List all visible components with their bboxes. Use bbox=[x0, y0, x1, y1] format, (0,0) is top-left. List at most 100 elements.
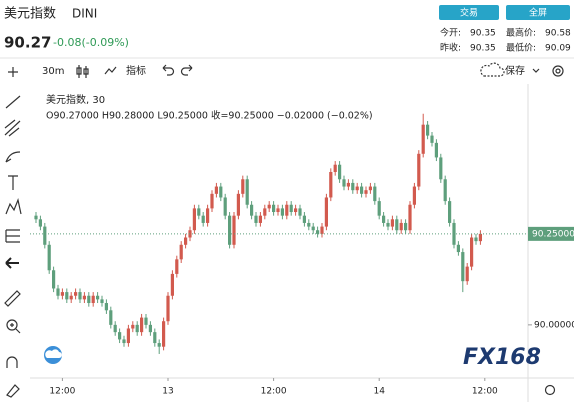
candle-body bbox=[254, 215, 258, 223]
stat-value: 90.09 bbox=[545, 44, 571, 54]
x-tick-label: 12:00 bbox=[472, 387, 498, 397]
candle-body bbox=[219, 186, 223, 198]
candle-body bbox=[351, 182, 355, 191]
candle-body bbox=[175, 259, 179, 274]
price-change: -0.08(-0.09%) bbox=[53, 36, 129, 49]
back-arrow[interactable] bbox=[5, 257, 19, 269]
stat-value: 90.35 bbox=[470, 29, 496, 39]
candle-body bbox=[426, 124, 430, 136]
trade-button-label[interactable]: 交易 bbox=[460, 7, 478, 19]
candle-body bbox=[294, 208, 298, 213]
stat-label: 最高价: bbox=[506, 27, 536, 39]
fullscreen-button[interactable] bbox=[506, 5, 570, 20]
cloud-icon[interactable] bbox=[480, 62, 505, 77]
candle-body bbox=[179, 244, 183, 260]
candle-body bbox=[346, 182, 350, 187]
candle-body bbox=[140, 317, 144, 333]
crosshair-tool[interactable] bbox=[8, 67, 18, 77]
candle-body bbox=[298, 208, 302, 216]
undo-button[interactable] bbox=[162, 64, 175, 76]
chart-style-button[interactable] bbox=[76, 65, 89, 78]
save-dropdown[interactable] bbox=[532, 68, 540, 73]
stat-label: 最低价: bbox=[506, 42, 536, 54]
trend-line-tool[interactable] bbox=[5, 95, 21, 109]
candle-body bbox=[373, 186, 377, 202]
candle-body bbox=[320, 226, 324, 234]
candle-body bbox=[118, 332, 122, 340]
stat-value: 90.35 bbox=[470, 44, 496, 54]
legend-ohlc: O90.27000 H90.28000 L90.25000 收=90.25000… bbox=[46, 110, 373, 122]
indicator-icon[interactable] bbox=[104, 66, 117, 75]
instrument-name: 美元指数 bbox=[4, 7, 56, 22]
settings-button[interactable] bbox=[552, 65, 564, 77]
plot-area: 90.00000 12:00 13 12:00 14 12:00 90.25000 bbox=[30, 113, 574, 397]
candle-body bbox=[210, 193, 214, 209]
candle-body bbox=[250, 204, 254, 216]
candle-body bbox=[338, 164, 342, 180]
interval-selector[interactable]: 30m bbox=[42, 66, 64, 77]
candle-body bbox=[263, 208, 267, 216]
legend-title: 美元指数, 30 bbox=[46, 93, 105, 106]
candle-body bbox=[206, 208, 210, 223]
candle-body bbox=[47, 244, 51, 271]
candle-body bbox=[135, 324, 139, 333]
pattern-tool[interactable] bbox=[5, 197, 22, 215]
candle-body bbox=[333, 164, 337, 172]
candle-body bbox=[236, 193, 240, 216]
candle-body bbox=[223, 197, 227, 216]
candle-body bbox=[166, 295, 170, 322]
fullscreen-button-label[interactable]: 全屏 bbox=[529, 7, 547, 19]
fib-tool[interactable] bbox=[5, 229, 20, 243]
pitchfork-tool[interactable] bbox=[4, 119, 21, 137]
candle-body bbox=[214, 186, 218, 194]
trade-button[interactable] bbox=[439, 5, 499, 20]
redo-button[interactable] bbox=[180, 64, 193, 76]
candle-body bbox=[395, 219, 399, 231]
candle-body bbox=[228, 215, 232, 245]
x-tick-label: 14 bbox=[373, 387, 385, 397]
candle-body bbox=[470, 237, 474, 267]
candle-body bbox=[170, 273, 174, 296]
candle-body bbox=[404, 222, 408, 231]
brush-tool[interactable] bbox=[5, 151, 21, 163]
candle-body bbox=[148, 324, 152, 333]
y-tick-label: 90.00000 bbox=[534, 320, 574, 330]
candle-body bbox=[258, 215, 262, 223]
candle-body bbox=[60, 292, 64, 296]
x-tick-label: 12:00 bbox=[49, 387, 75, 397]
indicator-button[interactable]: 指标 bbox=[126, 64, 146, 77]
candle-body bbox=[324, 197, 328, 227]
lock-tool[interactable] bbox=[6, 384, 20, 398]
save-button[interactable]: 保存 bbox=[505, 64, 525, 77]
candle-body bbox=[399, 222, 403, 231]
axis-settings[interactable] bbox=[544, 384, 556, 396]
candle-body bbox=[368, 186, 372, 191]
candle-body bbox=[104, 303, 108, 311]
candle-body bbox=[474, 237, 478, 242]
candle-body bbox=[87, 295, 91, 304]
candle-body bbox=[245, 179, 249, 205]
candle-body bbox=[478, 233, 482, 242]
candle-body bbox=[285, 204, 289, 216]
candle-body bbox=[131, 324, 135, 329]
candle-body bbox=[184, 237, 188, 245]
candle-body bbox=[386, 222, 390, 227]
candle-body bbox=[56, 288, 60, 296]
stat-label: 今开: bbox=[440, 27, 461, 39]
watermark: FX168 bbox=[463, 345, 541, 370]
last-price-label: 90.25000 bbox=[532, 229, 574, 239]
candle-body bbox=[126, 328, 130, 344]
stat-label: 昨收: bbox=[440, 42, 461, 54]
zoom-tool[interactable] bbox=[6, 319, 18, 331]
candle-body bbox=[307, 222, 311, 227]
ruler-tool[interactable] bbox=[4, 290, 21, 307]
text-tool[interactable] bbox=[8, 175, 18, 190]
x-tick-label: 13 bbox=[162, 387, 173, 397]
candle-body bbox=[43, 226, 47, 245]
magnet-tool[interactable] bbox=[6, 356, 18, 368]
candle-body bbox=[289, 204, 293, 213]
candle-body bbox=[91, 295, 95, 304]
candle-body bbox=[113, 324, 117, 333]
candle-body bbox=[197, 208, 201, 216]
candle-body bbox=[52, 270, 56, 289]
